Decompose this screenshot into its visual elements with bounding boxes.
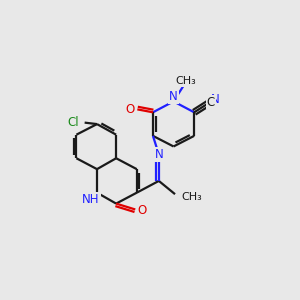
Text: Cl: Cl bbox=[67, 116, 79, 129]
Text: NH: NH bbox=[82, 193, 100, 206]
Text: C: C bbox=[207, 95, 215, 109]
Text: O: O bbox=[137, 205, 146, 218]
Text: N: N bbox=[211, 93, 220, 106]
Text: CH₃: CH₃ bbox=[182, 191, 202, 202]
Text: O: O bbox=[126, 103, 135, 116]
Text: CH₃: CH₃ bbox=[176, 76, 196, 86]
Text: N: N bbox=[169, 90, 178, 103]
Text: N: N bbox=[154, 148, 163, 161]
